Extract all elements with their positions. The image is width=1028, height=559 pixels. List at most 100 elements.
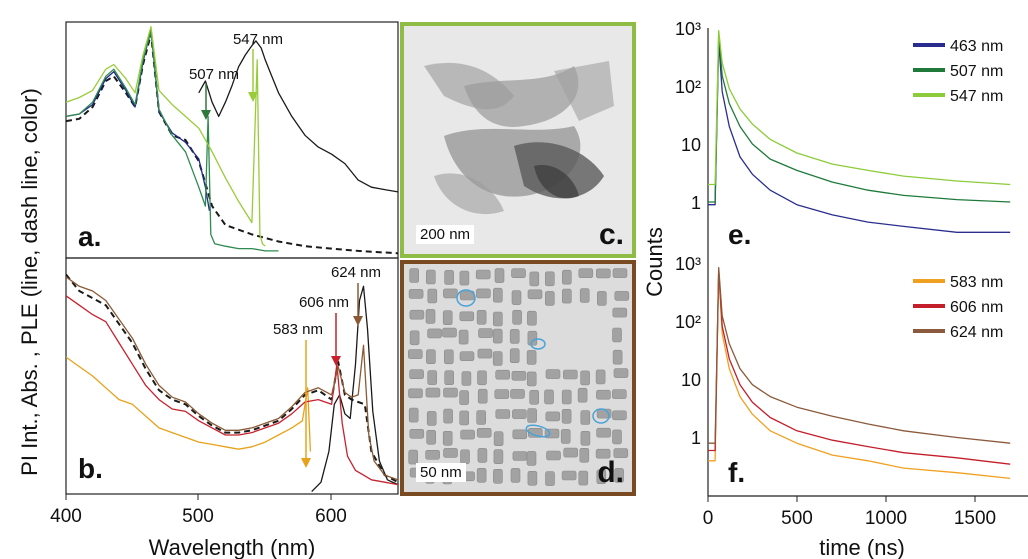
panel-a-series <box>66 26 398 255</box>
nanorod <box>425 309 436 324</box>
nanorod <box>580 431 591 446</box>
series-line-ple-606-nm <box>66 295 398 486</box>
nanorod <box>527 330 538 346</box>
nanorod <box>443 448 458 458</box>
micrograph-c: 200 nm c. <box>400 22 636 258</box>
panel-f-series <box>708 267 1011 480</box>
nanorod <box>477 348 493 359</box>
right-x-axis-label: time (ns) <box>819 535 905 559</box>
nanorod <box>595 369 606 385</box>
nanorod <box>495 369 510 380</box>
annotation-547nm: 547 nm <box>233 31 283 48</box>
panel-e-letter: e. <box>728 219 751 250</box>
nanorod <box>476 428 492 438</box>
panel-d-letter: d. <box>597 456 624 489</box>
nanorod <box>443 408 453 424</box>
nanorod <box>578 470 589 486</box>
nanorod <box>458 329 469 345</box>
x-tick-label-500: 500 <box>182 506 214 527</box>
nanorod <box>512 409 527 419</box>
panel-e: 10³ 10² 10 1 463 nm 507 nm 547 nm e. <box>675 19 1011 260</box>
nanorod <box>526 451 537 466</box>
nanorod <box>459 390 469 405</box>
nanorod <box>544 389 554 405</box>
series-line-ple-624-nm <box>66 276 398 481</box>
nanorod <box>545 411 561 422</box>
nanorod <box>459 270 470 286</box>
arrow-head-583nm <box>301 458 311 468</box>
nanorod <box>408 407 419 423</box>
nanorod <box>511 290 522 305</box>
legend-label-507nm: 507 nm <box>950 63 1003 80</box>
highlight-circle <box>456 289 476 307</box>
annotation-606nm: 606 nm <box>299 294 349 311</box>
nanorod <box>529 390 539 405</box>
arrow-head-507nm <box>201 110 211 120</box>
x-tick-label-400: 400 <box>50 506 82 527</box>
arrow-head-547nm <box>248 92 258 102</box>
panel-b-letter: b. <box>78 453 103 484</box>
arrow-head-624nm <box>353 316 363 326</box>
y-tick-label-100: 10² <box>675 312 701 332</box>
y-tick-label-100: 10² <box>675 77 701 97</box>
nanorod <box>579 288 590 303</box>
nanorod <box>512 429 528 440</box>
nanorod <box>444 370 455 385</box>
nanorod <box>596 427 611 438</box>
y-tick-label-1: 1 <box>691 428 701 448</box>
nanorod <box>545 471 555 486</box>
series-line-507-nm <box>708 32 1011 203</box>
nanorod <box>409 369 424 379</box>
nanorod <box>527 289 543 300</box>
highlight-circle <box>525 424 551 438</box>
series-line-pl <box>198 40 398 193</box>
y-tick-label-1000: 10³ <box>675 19 701 39</box>
nanorod <box>578 268 594 278</box>
nanorod <box>461 371 472 386</box>
nanorod <box>614 468 624 483</box>
panel-f-x-ticks: 0 500 1000 1500 <box>703 496 996 529</box>
nanorod <box>425 450 440 460</box>
nanorod <box>409 268 419 283</box>
y-tick-label-1: 1 <box>691 193 701 213</box>
nanorod <box>459 351 475 361</box>
nanorod <box>460 429 475 440</box>
nanorod <box>427 370 438 385</box>
nanorod <box>562 269 572 285</box>
nanorod <box>444 270 454 285</box>
nanorod <box>475 269 491 280</box>
nanorod <box>509 348 520 363</box>
nanorod <box>546 450 561 461</box>
panel-a-annotations: 507 nm 547 nm <box>189 31 283 120</box>
nanorod <box>526 350 537 365</box>
nanorod <box>579 448 590 463</box>
nanorod <box>545 271 555 287</box>
nanorod <box>459 410 470 426</box>
nanorod <box>561 409 572 424</box>
nanorod <box>560 429 571 444</box>
panel-e-legend: 463 nm 507 nm 547 nm <box>913 38 1003 105</box>
y-tick-label-1000: 10³ <box>675 254 701 274</box>
nanorod <box>493 431 504 446</box>
panel-a-letter: a. <box>78 221 101 252</box>
nanorod <box>563 447 578 458</box>
nanorod <box>409 309 425 320</box>
nanorod <box>510 468 521 483</box>
nanorod <box>409 330 420 346</box>
nanorod <box>595 448 611 459</box>
nanorod <box>442 431 453 446</box>
nanorod <box>476 309 487 325</box>
nanorod <box>597 291 607 306</box>
nanorod <box>427 328 442 339</box>
series-line-624-nm <box>708 267 1011 444</box>
nanorod-image <box>404 264 632 492</box>
nanorod <box>563 369 578 380</box>
nanorod <box>476 288 491 299</box>
nanorod <box>527 471 538 486</box>
panel-c-letter: c. <box>598 218 624 251</box>
x-tick-label-500: 500 <box>781 508 813 529</box>
nanorod <box>511 268 526 278</box>
highlight-circle <box>530 338 546 350</box>
nanorod <box>527 310 537 326</box>
nanorod <box>476 468 487 483</box>
